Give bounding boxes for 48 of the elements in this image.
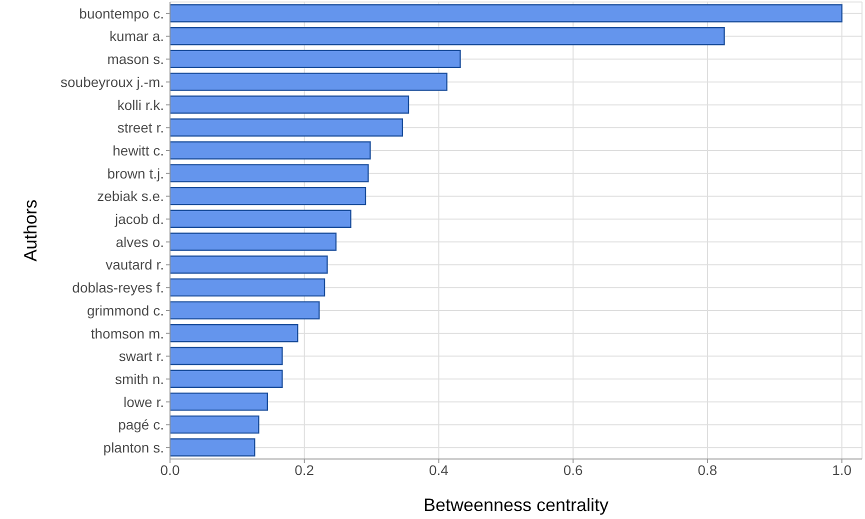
bar <box>170 164 369 182</box>
bar <box>170 392 268 411</box>
y-tick-label: zebiak s.e. <box>97 188 164 204</box>
x-tick-label: 0.0 <box>160 462 180 478</box>
bar <box>170 4 842 22</box>
y-tick-label: smith n. <box>114 370 164 387</box>
y-tick-label: buontempo c. <box>79 5 164 22</box>
bar <box>170 370 283 388</box>
bar <box>170 278 326 297</box>
bar <box>170 26 725 46</box>
y-tick-label: hewitt c. <box>112 142 164 158</box>
y-tick-label: soubeyroux j.-m. <box>60 74 164 90</box>
y-tick-label: kumar a. <box>110 28 164 44</box>
x-tick-label: 0.6 <box>563 462 584 478</box>
y-tick-label: swart r. <box>118 348 164 364</box>
bar <box>170 255 328 274</box>
y-tick-label: lowe r. <box>124 394 164 410</box>
bar <box>170 72 448 91</box>
x-tick-label: 0.4 <box>429 462 449 478</box>
x-tick-label: 0.2 <box>294 462 314 478</box>
x-tick-label: 1.0 <box>832 462 852 478</box>
bar <box>170 141 371 160</box>
bar <box>170 415 260 434</box>
y-tick-label: kolli r.k. <box>117 96 164 113</box>
y-tick-label: jacob d. <box>114 211 164 228</box>
bar <box>170 210 352 228</box>
y-tick-label: vautard r. <box>106 256 164 273</box>
bar <box>170 301 320 320</box>
y-tick-label: grimmond c. <box>86 302 164 318</box>
bar <box>170 96 410 114</box>
bar <box>170 118 404 137</box>
y-tick-label: mason s. <box>107 51 164 68</box>
bar <box>170 186 366 206</box>
y-axis-title: Authors <box>20 199 40 262</box>
y-tick-label: pagé c. <box>118 416 164 433</box>
x-tick-label: 0.8 <box>698 462 718 478</box>
y-tick-label: brown t.j. <box>107 165 164 182</box>
y-tick-label: planton s. <box>103 440 164 456</box>
y-tick-label: street r. <box>117 120 164 136</box>
bar <box>170 232 337 251</box>
y-tick-label: doblas-reyes f. <box>72 280 164 296</box>
bar <box>170 50 461 68</box>
bar <box>170 438 256 456</box>
bar <box>170 346 283 366</box>
y-tick-label: thomson m. <box>90 325 164 342</box>
x-axis-title: Betweenness centrality <box>423 495 609 515</box>
y-tick-label: alves o. <box>116 234 164 250</box>
bar <box>170 324 298 342</box>
